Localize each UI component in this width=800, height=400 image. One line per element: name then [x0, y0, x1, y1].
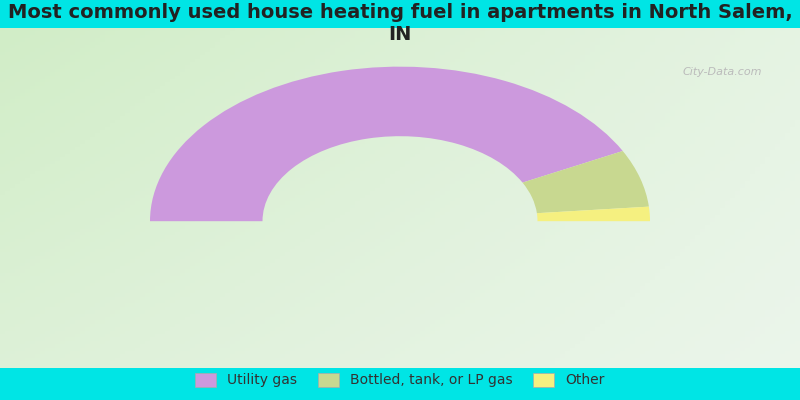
Legend: Utility gas, Bottled, tank, or LP gas, Other: Utility gas, Bottled, tank, or LP gas, O…	[190, 367, 610, 393]
Text: Most commonly used house heating fuel in apartments in North Salem, IN: Most commonly used house heating fuel in…	[8, 4, 792, 44]
Wedge shape	[537, 207, 650, 221]
Wedge shape	[150, 67, 622, 221]
Wedge shape	[522, 151, 649, 213]
Text: City-Data.com: City-Data.com	[683, 67, 762, 77]
